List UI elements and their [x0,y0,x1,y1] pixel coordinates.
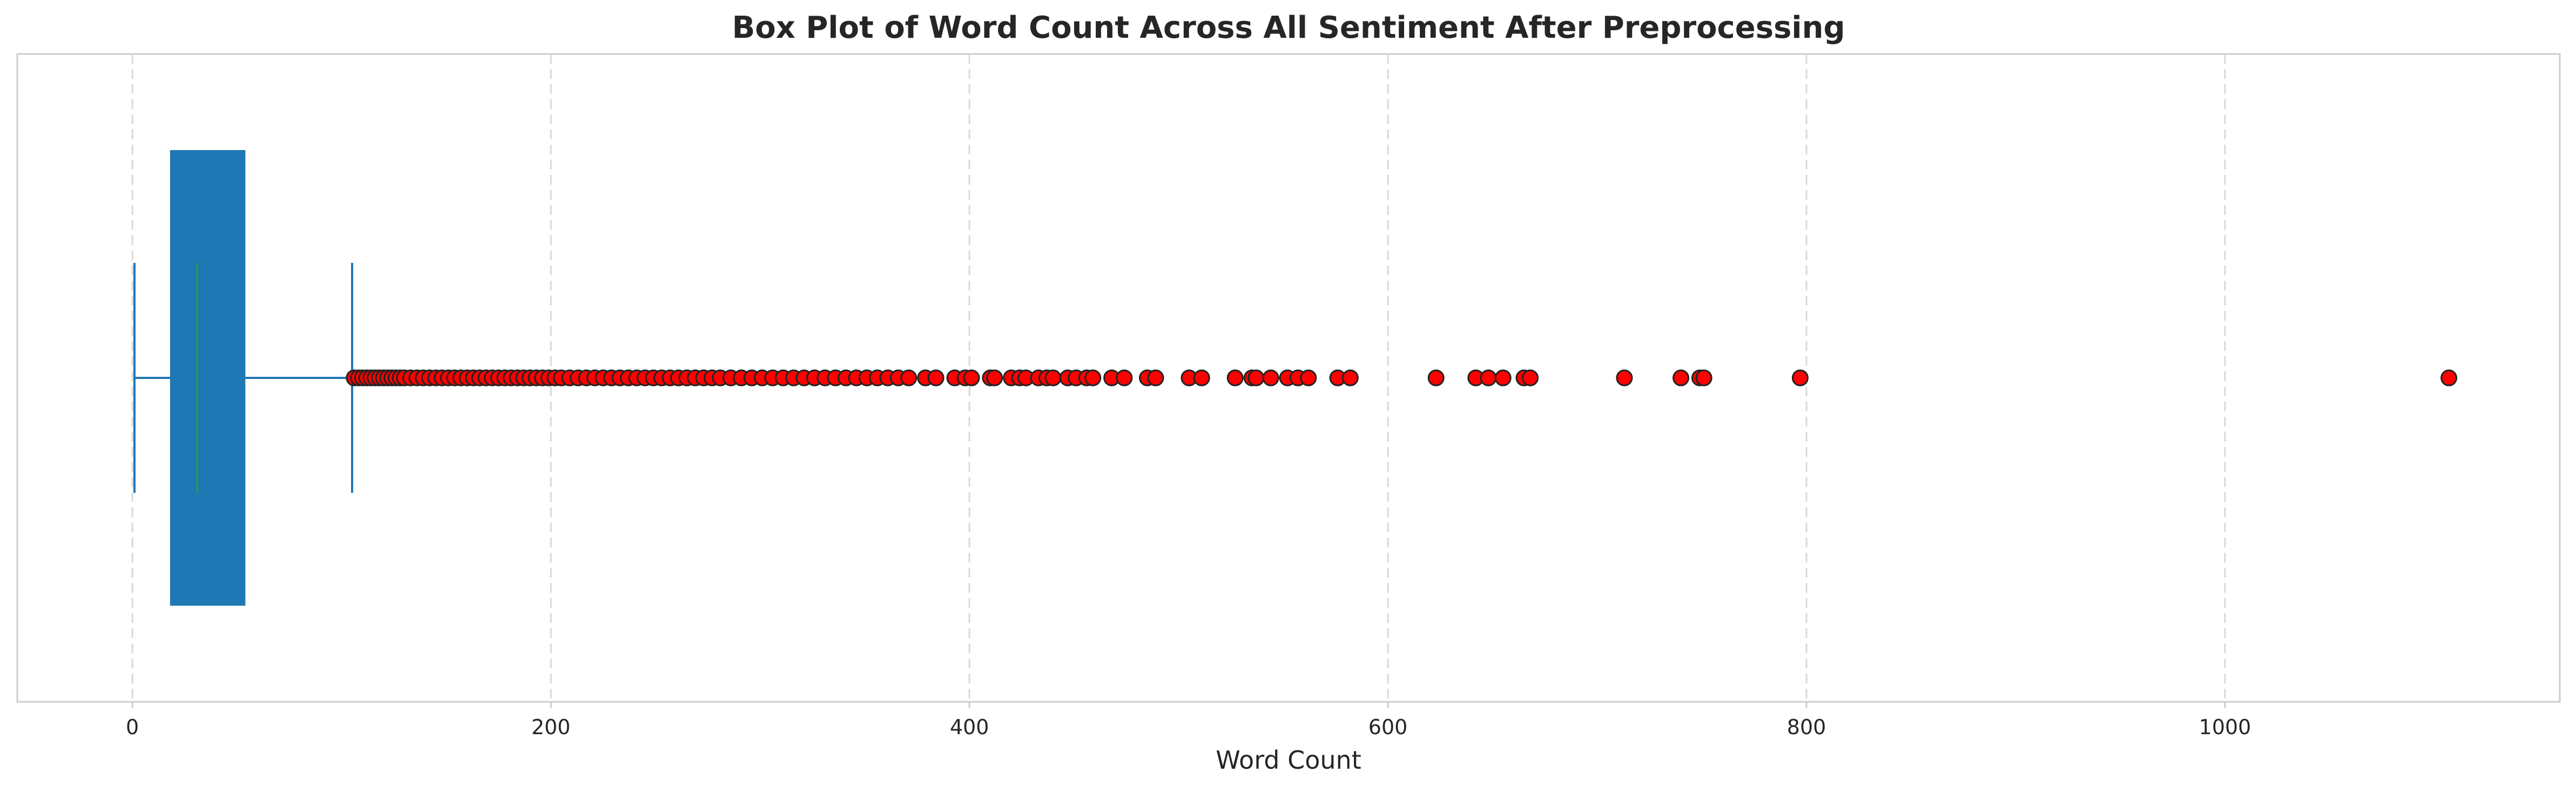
x-tick-label: 200 [531,715,571,739]
outlier-point [1616,369,1633,387]
outlier-point [1427,369,1445,387]
outlier-point [1695,369,1712,387]
outlier-point [1084,369,1102,387]
outlier-points [346,369,2458,387]
outlier-point [1480,369,1497,387]
x-axis-label: Word Count [1216,745,1361,775]
outlier-point [986,369,1003,387]
iqr-box [170,150,246,606]
outlier-point [1673,369,1690,387]
outlier-point [1247,369,1265,387]
x-tick-label: 400 [950,715,989,739]
outlier-point [1791,369,1809,387]
x-axis-ticks: 0 200 400 600 800 1000 [126,702,2251,739]
outlier-point [1262,369,1279,387]
x-tick-label: 0 [126,715,139,739]
outlier-point [1300,369,1317,387]
outlier-point [900,369,918,387]
outlier-point [1044,369,1062,387]
outlier-point [963,369,980,387]
outlier-point [1494,369,1512,387]
outlier-point [927,369,945,387]
outlier-point [1193,369,1210,387]
x-tick-label: 600 [1368,715,1408,739]
x-tick-label: 800 [1787,715,1826,739]
outlier-point [1116,369,1133,387]
outlier-point [1522,369,1539,387]
chart-title: Box Plot of Word Count Across All Sentim… [732,10,1845,45]
plot-frame [16,53,2561,703]
outlier-point [1226,369,1244,387]
box-group [133,150,353,606]
outlier-point [1341,369,1359,387]
x-tick-label: 1000 [2199,715,2251,739]
outlier-point [1147,369,1164,387]
outlier-point [2440,369,2458,387]
